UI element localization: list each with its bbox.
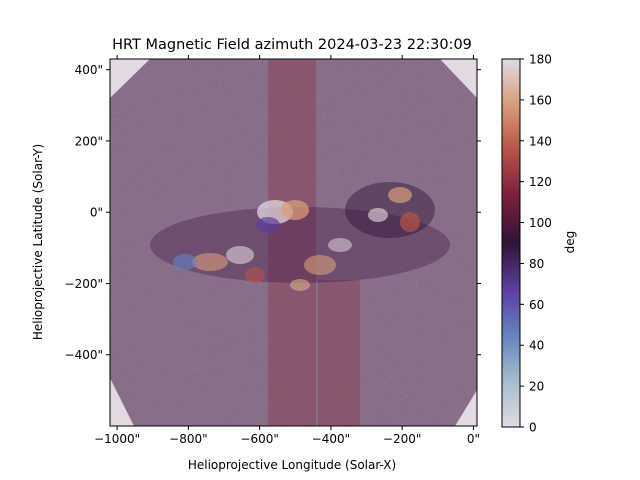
chart-title: HRT Magnetic Field azimuth 2024-03-23 22…	[112, 37, 472, 53]
axes-frame	[109, 58, 478, 427]
y-tick-label: −200"	[65, 277, 103, 291]
colorbar-tick-label: 160	[529, 93, 552, 107]
x-axis: −1000" −800" −600" −400" −200" 0"	[94, 55, 480, 446]
streak-band	[318, 280, 360, 426]
colorbar-tick-label: 140	[529, 134, 552, 148]
azimuth-map	[110, 59, 477, 426]
x-tick-label: −600"	[240, 432, 278, 446]
colorbar-tick-label: 100	[529, 216, 552, 230]
colorbar-tick-label: 180	[529, 53, 552, 67]
active-region	[150, 182, 450, 291]
x-axis-label: Helioprojective Longitude (Solar-X)	[188, 458, 396, 472]
colorbar-frame	[501, 58, 521, 428]
y-axis: 400" 200" 0" −200" −400"	[65, 63, 481, 362]
x-tick-label: −800"	[169, 432, 207, 446]
y-axis-label: Helioprojective Latitude (Solar-Y)	[31, 144, 45, 340]
x-tick-label: 0"	[467, 432, 480, 446]
colorbar-gradient	[502, 59, 520, 427]
map-data-region	[110, 59, 477, 426]
colorbar: 0 20 40 60 80 100 120 140 160 180 deg	[501, 53, 577, 435]
y-tick-label: 0"	[90, 206, 103, 220]
colorbar-tick-label: 0	[529, 421, 537, 435]
streak-band	[268, 60, 316, 426]
y-tick-label: 400"	[75, 63, 103, 77]
y-tick-label: −400"	[65, 348, 103, 362]
colorbar-tick-label: 40	[529, 339, 544, 353]
colorbar-tick-label: 120	[529, 175, 552, 189]
x-tick-label: −200"	[383, 432, 421, 446]
colorbar-tick-label: 80	[529, 257, 544, 271]
colorbar-tick-label: 20	[529, 380, 544, 394]
x-tick-label: −1000"	[94, 432, 140, 446]
colorbar-ticks: 0 20 40 60 80 100 120 140 160 180	[520, 53, 552, 435]
x-tick-label: −400"	[312, 432, 350, 446]
colorbar-label: deg	[563, 231, 577, 254]
y-tick-label: 200"	[75, 134, 103, 148]
colorbar-tick-label: 60	[529, 298, 544, 312]
